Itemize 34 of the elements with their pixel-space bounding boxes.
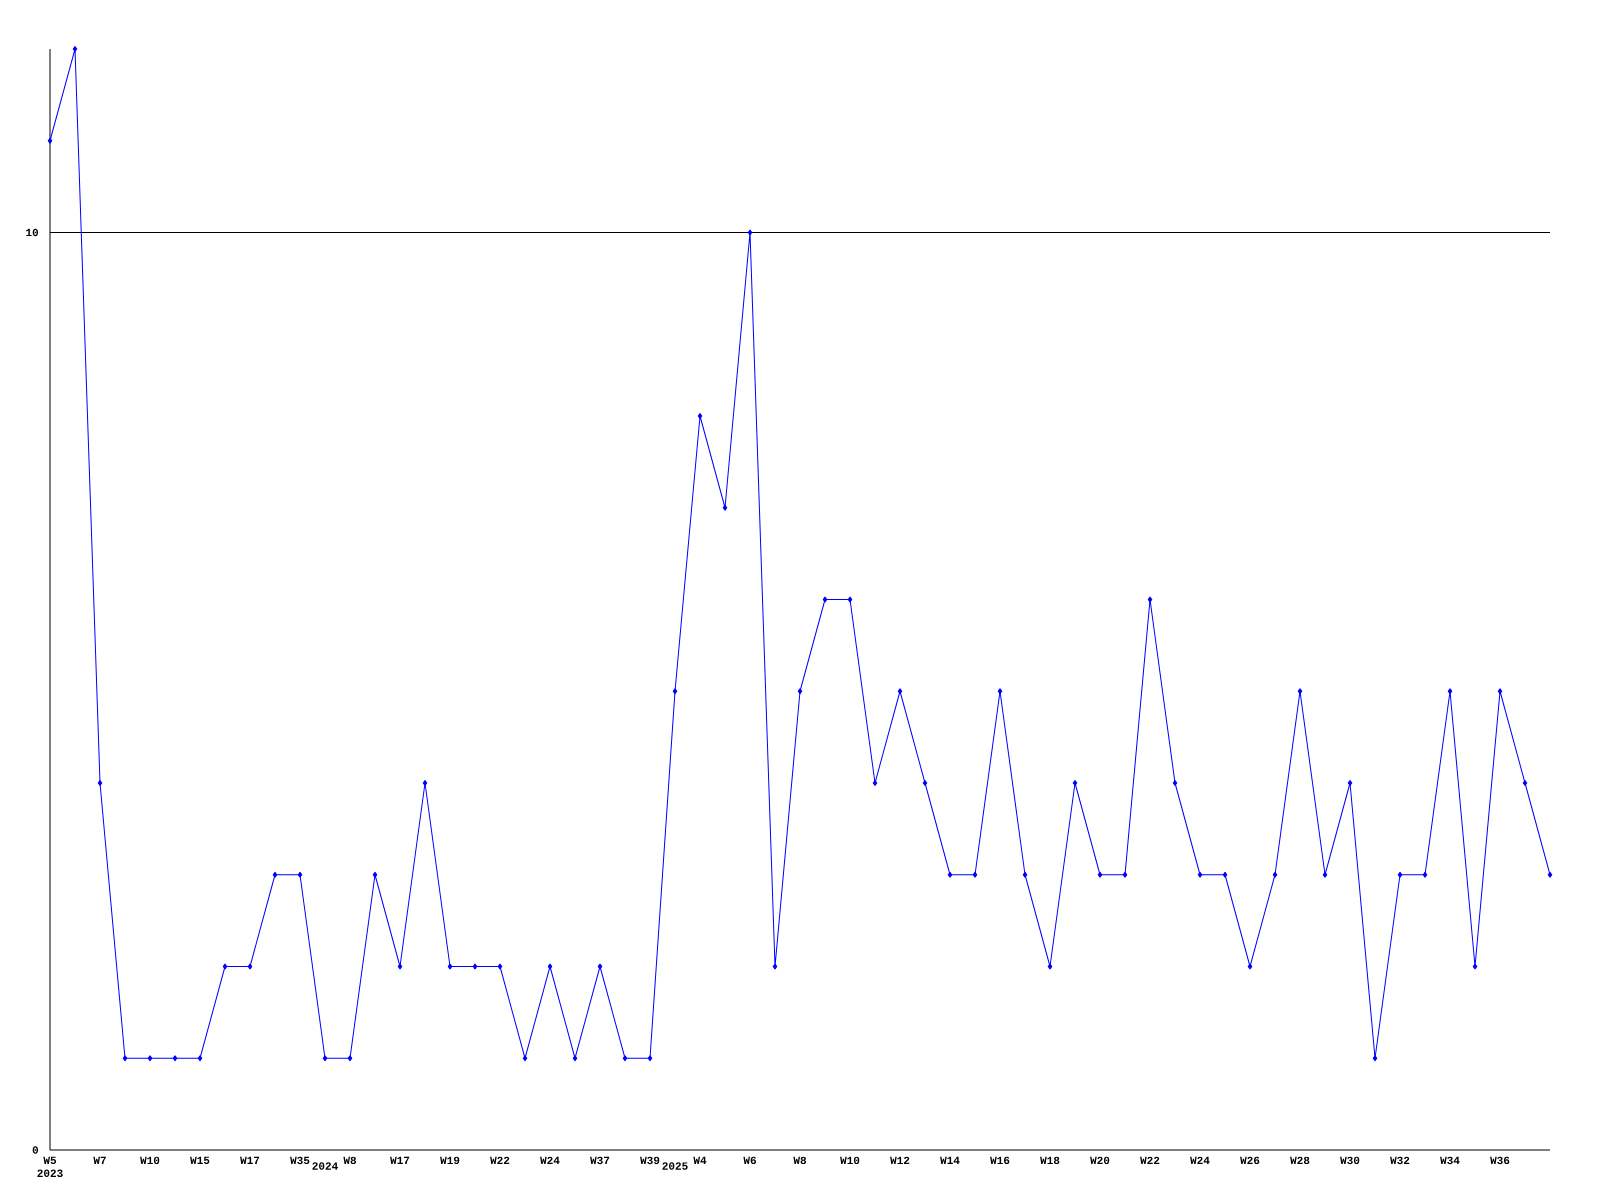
x-tick-label: W5 2023 <box>37 1156 63 1178</box>
x-tick-label: W15 <box>190 1156 210 1165</box>
x-tick-label: W4 <box>693 1156 707 1164</box>
x-tick-label: 2025 <box>662 1162 688 1170</box>
x-tick-label: W24 <box>540 1156 560 1165</box>
y-tick-label: 10 <box>26 228 39 237</box>
x-tick-label: W14 <box>940 1156 960 1164</box>
x-tick-label: W8 <box>793 1156 807 1165</box>
x-tick-label: W28 <box>1290 1156 1310 1165</box>
x-tick-label: W17 <box>240 1156 260 1164</box>
x-tick-label: W12 <box>890 1156 910 1165</box>
x-tick-label: W37 <box>590 1156 610 1165</box>
x-tick-label: W7 <box>93 1156 106 1164</box>
x-tick-label: W19 <box>440 1156 460 1165</box>
x-tick-label: W34 <box>1440 1156 1460 1165</box>
x-tick-label: W30 <box>1340 1156 1360 1165</box>
x-tick-label: W26 <box>1240 1156 1260 1165</box>
x-tick-label: W10 <box>840 1156 860 1165</box>
x-tick-label: W20 <box>1090 1156 1110 1165</box>
x-tick-label: W36 <box>1490 1156 1510 1165</box>
x-tick-label: W16 <box>990 1156 1010 1165</box>
x-tick-label: W39 <box>640 1156 660 1165</box>
x-tick-label: 2024 <box>312 1162 338 1170</box>
x-tick-label: W35 <box>290 1156 310 1165</box>
y-tick-label: 0 <box>32 1146 39 1154</box>
x-tick-label: W22 <box>1140 1156 1160 1165</box>
x-tick-label: W6 <box>743 1156 756 1165</box>
x-tick-label: W32 <box>1390 1156 1410 1165</box>
x-tick-label: W17 <box>390 1156 410 1164</box>
x-tick-label: W18 <box>1040 1156 1060 1165</box>
x-tick-label: W8 <box>343 1156 357 1165</box>
x-tick-label: W10 <box>140 1156 160 1165</box>
x-tick-label: W22 <box>490 1156 510 1165</box>
x-tick-label: W24 <box>1190 1156 1210 1165</box>
